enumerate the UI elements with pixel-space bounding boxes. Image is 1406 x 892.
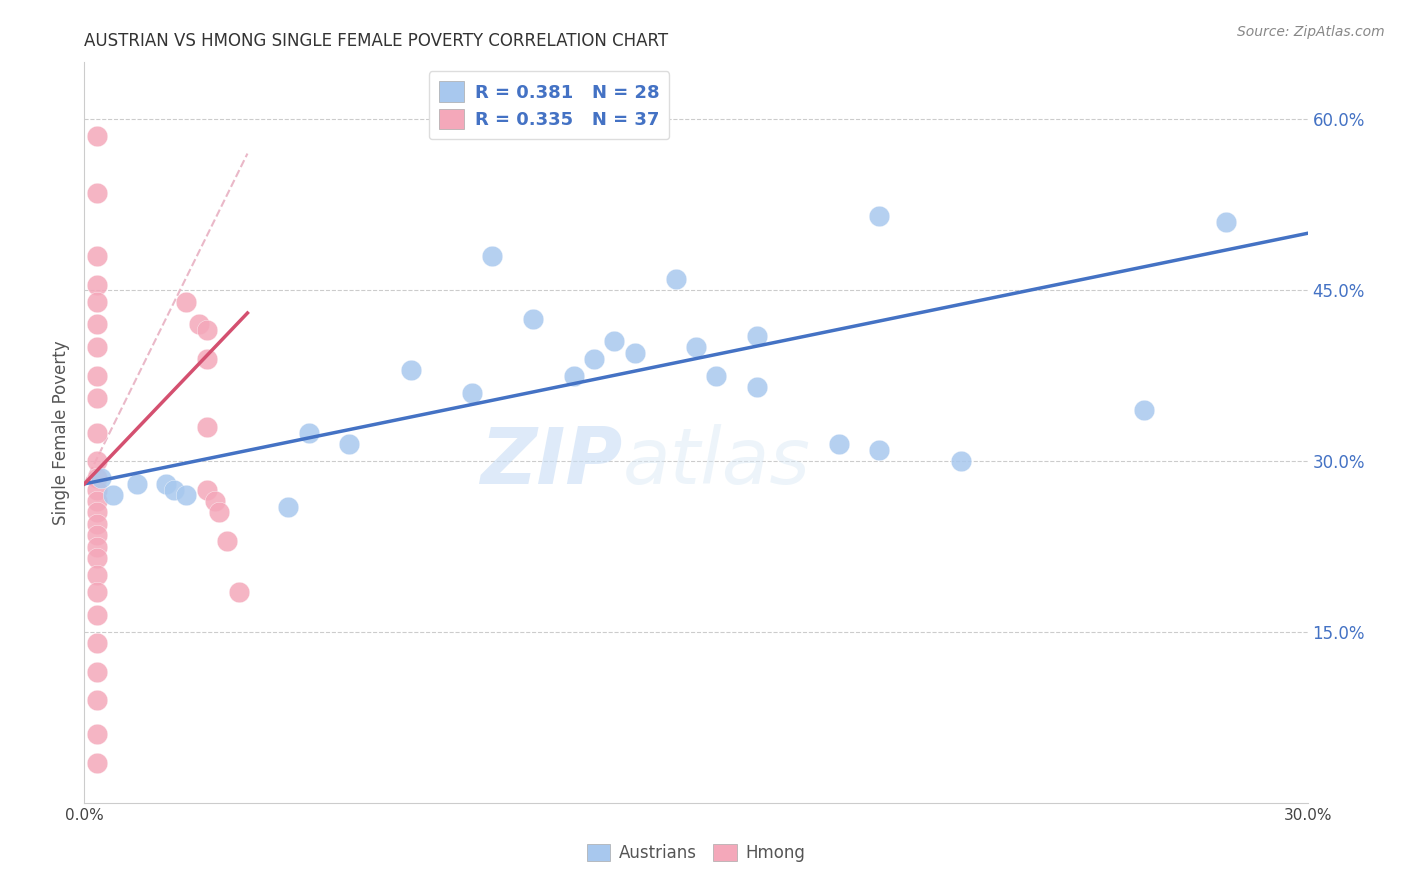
Point <box>562 368 585 383</box>
Point <box>86 568 108 582</box>
Point <box>174 294 197 309</box>
Point <box>86 186 108 201</box>
Point <box>624 346 647 360</box>
Text: ZIP: ZIP <box>481 425 623 500</box>
Point <box>828 437 851 451</box>
Point <box>208 505 231 519</box>
Point <box>86 693 108 707</box>
Point <box>86 505 108 519</box>
Text: Source: ZipAtlas.com: Source: ZipAtlas.com <box>1237 25 1385 39</box>
Point <box>86 483 108 497</box>
Point <box>217 533 239 548</box>
Point <box>163 483 186 497</box>
Point <box>195 351 218 366</box>
Point <box>706 368 728 383</box>
Y-axis label: Single Female Poverty: Single Female Poverty <box>52 341 70 524</box>
Point <box>522 311 544 326</box>
Point <box>174 488 197 502</box>
Point <box>747 380 769 394</box>
Point <box>869 209 891 223</box>
Text: AUSTRIAN VS HMONG SINGLE FEMALE POVERTY CORRELATION CHART: AUSTRIAN VS HMONG SINGLE FEMALE POVERTY … <box>84 32 668 50</box>
Point <box>86 294 108 309</box>
Point <box>228 585 250 599</box>
Point <box>86 516 108 531</box>
Point <box>155 476 177 491</box>
Point <box>86 318 108 332</box>
Point <box>86 249 108 263</box>
Point <box>339 437 361 451</box>
Point <box>747 328 769 343</box>
Point <box>86 550 108 565</box>
Point <box>127 476 149 491</box>
Point <box>86 129 108 144</box>
Point <box>86 368 108 383</box>
Point <box>461 385 484 400</box>
Point <box>86 607 108 622</box>
Point <box>204 494 226 508</box>
Point <box>399 363 422 377</box>
Point <box>277 500 299 514</box>
Point <box>86 425 108 440</box>
Point <box>86 636 108 650</box>
Point <box>195 420 218 434</box>
Point <box>1133 402 1156 417</box>
Point <box>187 318 209 332</box>
Point <box>583 351 606 366</box>
Point <box>665 272 688 286</box>
Point <box>86 392 108 406</box>
Point <box>869 442 891 457</box>
Point <box>86 727 108 741</box>
Point <box>298 425 321 440</box>
Point <box>950 454 973 468</box>
Point <box>1215 215 1237 229</box>
Text: atlas: atlas <box>623 425 810 500</box>
Point <box>86 471 108 485</box>
Point <box>685 340 707 354</box>
Legend: Austrians, Hmong: Austrians, Hmong <box>581 837 811 869</box>
Point <box>90 471 112 485</box>
Point <box>86 454 108 468</box>
Point <box>86 665 108 679</box>
Point <box>86 540 108 554</box>
Point <box>101 488 124 502</box>
Point <box>86 528 108 542</box>
Point <box>86 277 108 292</box>
Point <box>195 323 218 337</box>
Point <box>195 483 218 497</box>
Point <box>86 585 108 599</box>
Point <box>86 340 108 354</box>
Point <box>603 334 626 349</box>
Point <box>86 494 108 508</box>
Point <box>86 756 108 770</box>
Point <box>481 249 503 263</box>
